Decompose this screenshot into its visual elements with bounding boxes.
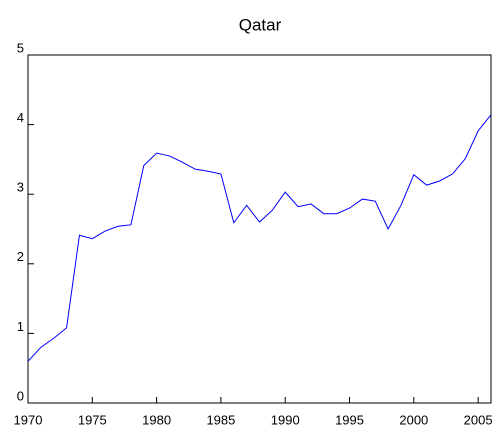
y-tick-label: 4 (17, 110, 24, 125)
x-tick-label: 1995 (335, 412, 364, 427)
plot-frame (27, 54, 492, 404)
y-tick-label: 2 (17, 249, 24, 264)
x-tick-label: 2005 (464, 412, 493, 427)
series-line (27, 114, 492, 362)
y-tick-label: 0 (17, 388, 24, 403)
chart-title: Qatar (239, 15, 282, 34)
y-tick-label: 5 (17, 40, 24, 55)
x-tick-label: 1990 (271, 412, 300, 427)
x-tick-label: 1970 (14, 412, 43, 427)
x-tick-label: 2000 (399, 412, 428, 427)
y-tick-label: 3 (17, 180, 24, 195)
x-tick-label: 1985 (206, 412, 235, 427)
y-tick-label: 1 (17, 319, 24, 334)
x-tick-label: 1975 (78, 412, 107, 427)
x-tick-label: 1980 (142, 412, 171, 427)
